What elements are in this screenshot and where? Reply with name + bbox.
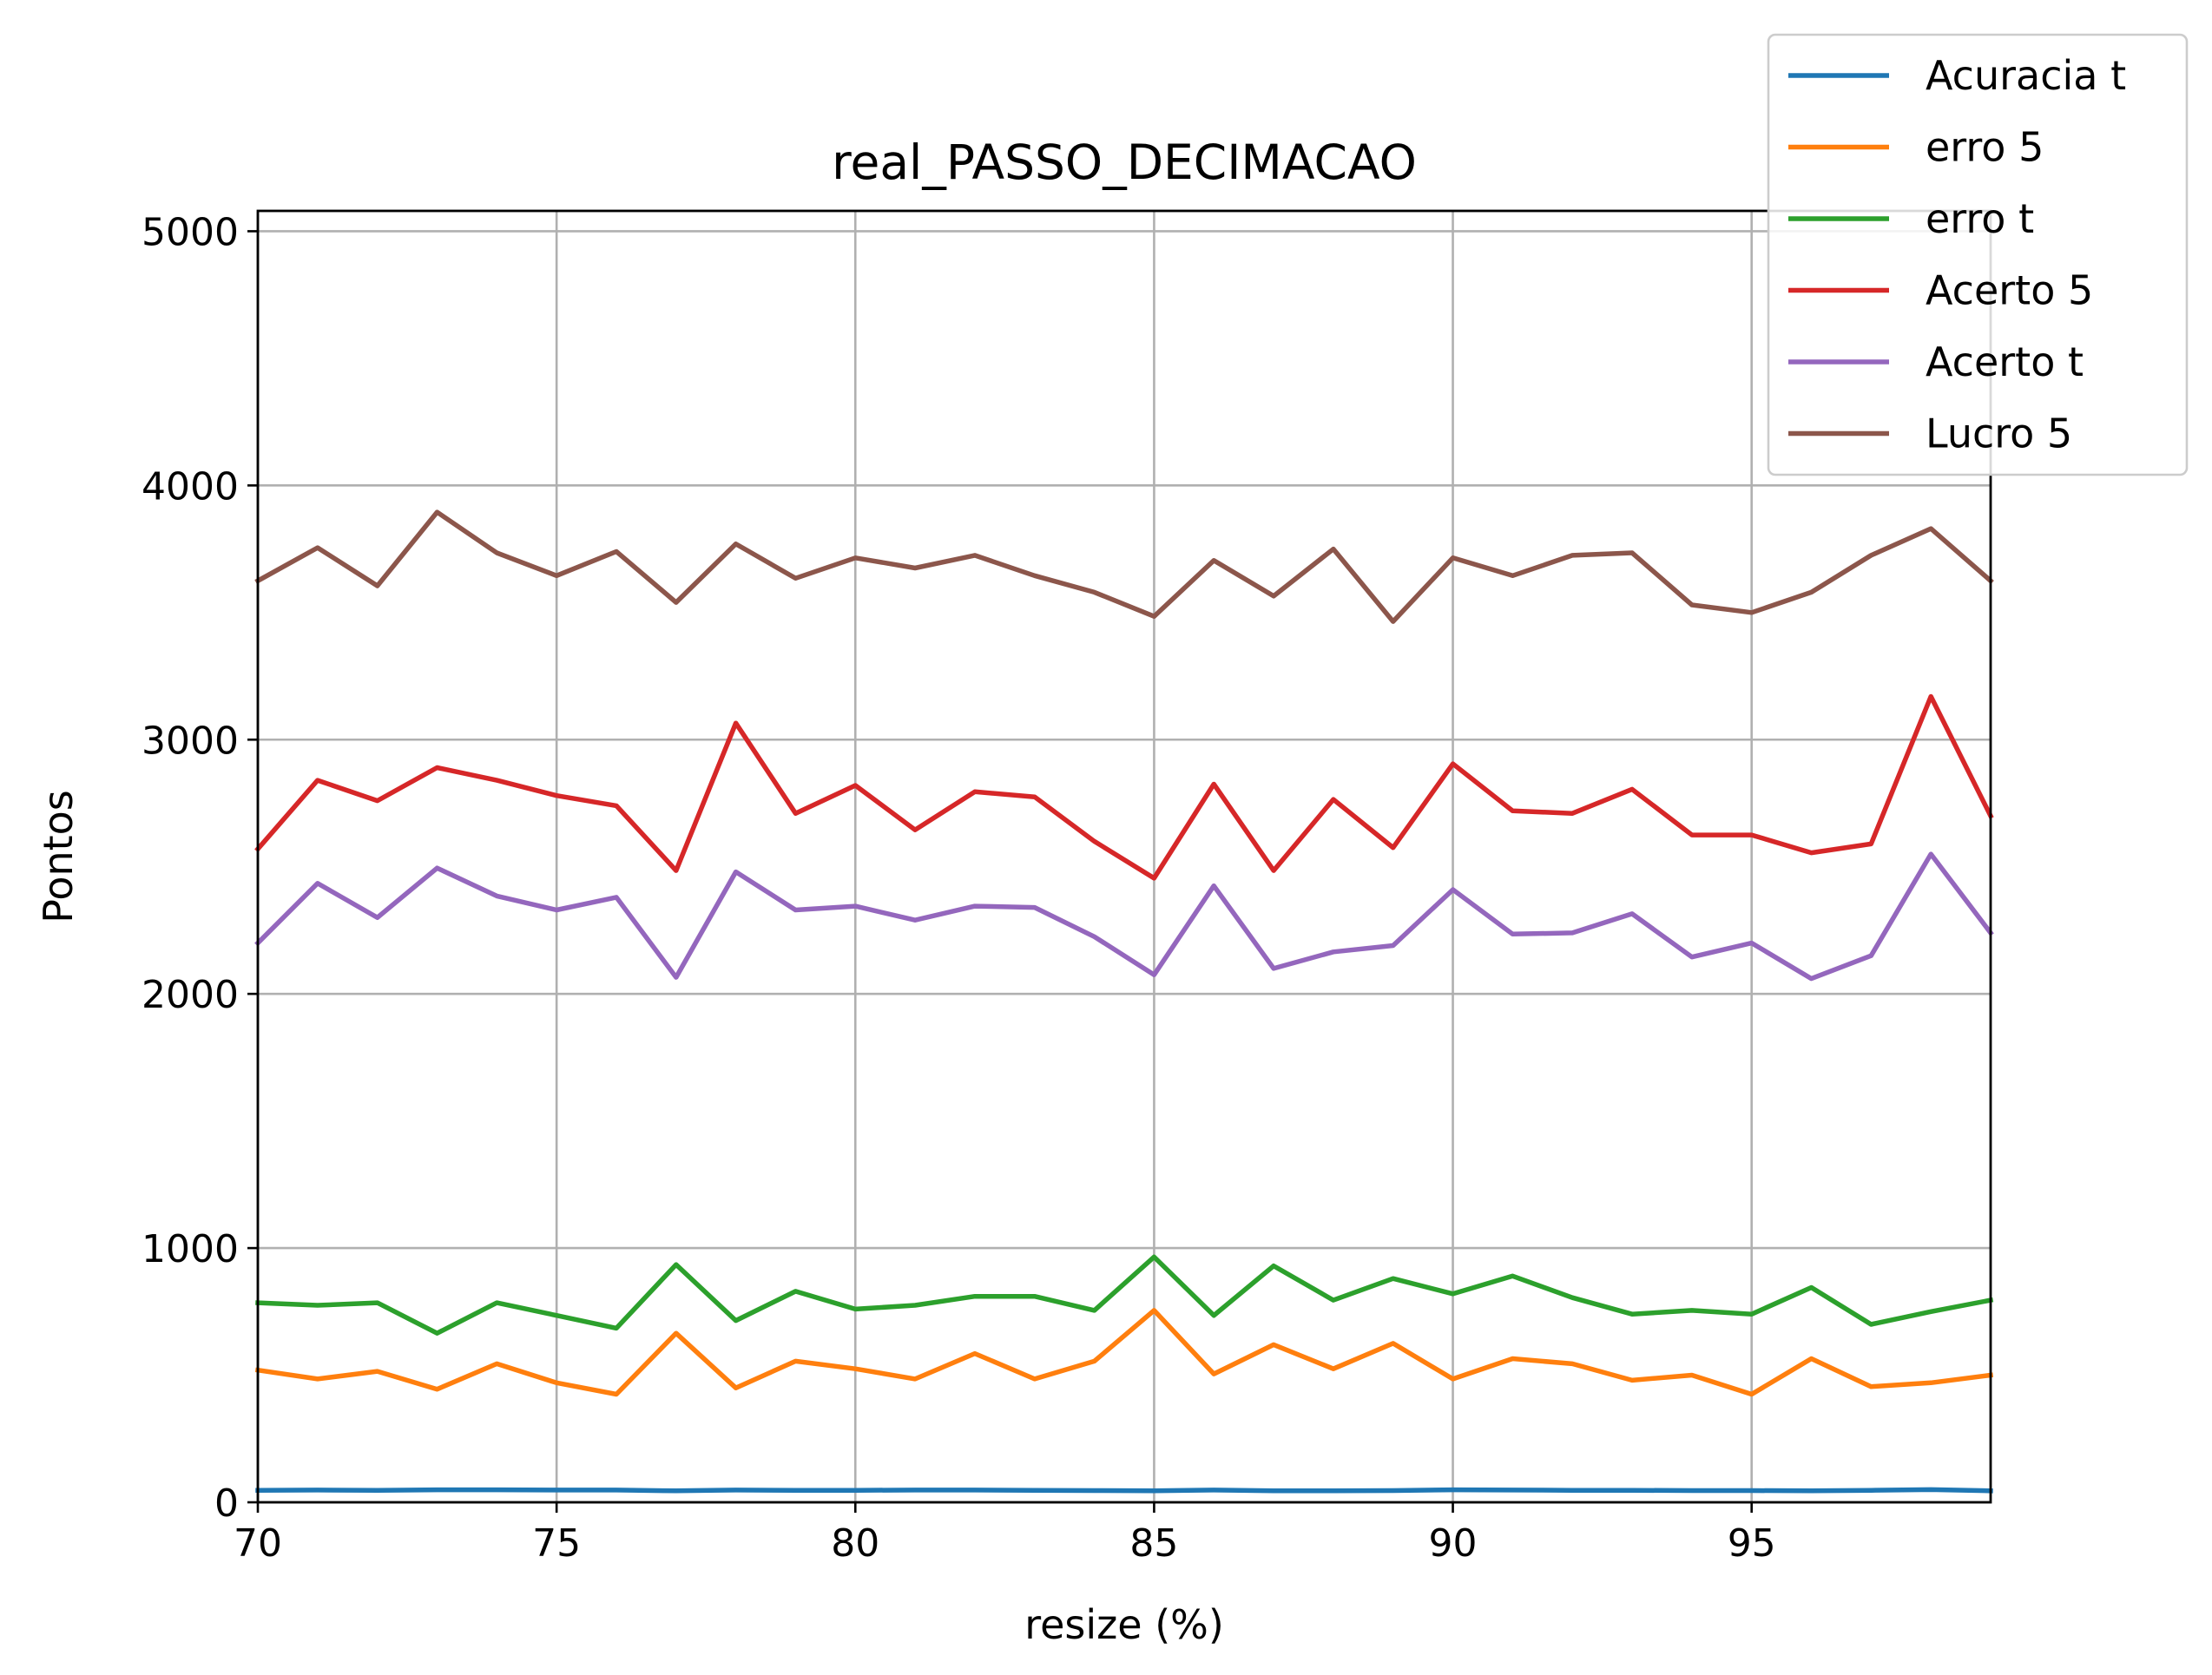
x-tick-label: 85 bbox=[1129, 1521, 1178, 1566]
series-line-acuracia-t bbox=[255, 1487, 1993, 1494]
x-axis-label: resize (%) bbox=[1024, 1601, 1224, 1648]
legend-label: Acerto t bbox=[1926, 338, 2084, 385]
legend-label: Acuracia t bbox=[1926, 52, 2126, 99]
x-tick-label: 70 bbox=[234, 1521, 282, 1566]
chart-title: real_PASSO_DECIMACAO bbox=[832, 135, 1417, 190]
y-tick-label: 4000 bbox=[142, 464, 239, 509]
y-tick-label: 3000 bbox=[142, 719, 239, 763]
legend: Acuracia t erro 5 erro t Acerto 5 Acerto t Lu… bbox=[1767, 33, 2189, 476]
series-line-acerto-t bbox=[254, 851, 1994, 982]
series-line-erro-t bbox=[255, 1254, 1994, 1336]
y-axis-label: Pontos bbox=[35, 790, 82, 923]
x-tick-label: 80 bbox=[831, 1521, 879, 1566]
legend-label: erro t bbox=[1926, 195, 2034, 242]
legend-label: Acerto 5 bbox=[1926, 267, 2093, 314]
grid-lines bbox=[256, 211, 1991, 1504]
y-tick-label: 1000 bbox=[142, 1227, 239, 1271]
x-tick-label: 75 bbox=[532, 1521, 581, 1566]
axis-ticks: 70 75 80 85 90 95 0 1000 2000 3000 4000 5000 bbox=[142, 210, 1776, 1566]
series-line-lucro-5 bbox=[254, 509, 1994, 624]
x-tick-label: 90 bbox=[1429, 1521, 1478, 1566]
series-line-acerto-5 bbox=[254, 693, 1994, 881]
series-line-erro-5 bbox=[254, 1308, 1994, 1397]
x-tick-label: 95 bbox=[1728, 1521, 1776, 1566]
y-tick-label: 0 bbox=[214, 1481, 239, 1526]
plot-frame bbox=[256, 209, 1992, 1504]
y-tick-label: 2000 bbox=[142, 973, 239, 1017]
legend-label: erro 5 bbox=[1926, 124, 2044, 171]
series-lines bbox=[254, 509, 1994, 1494]
legend-box bbox=[1767, 33, 2189, 476]
y-tick-label: 5000 bbox=[142, 210, 239, 254]
legend-label: Lucro 5 bbox=[1926, 411, 2072, 457]
